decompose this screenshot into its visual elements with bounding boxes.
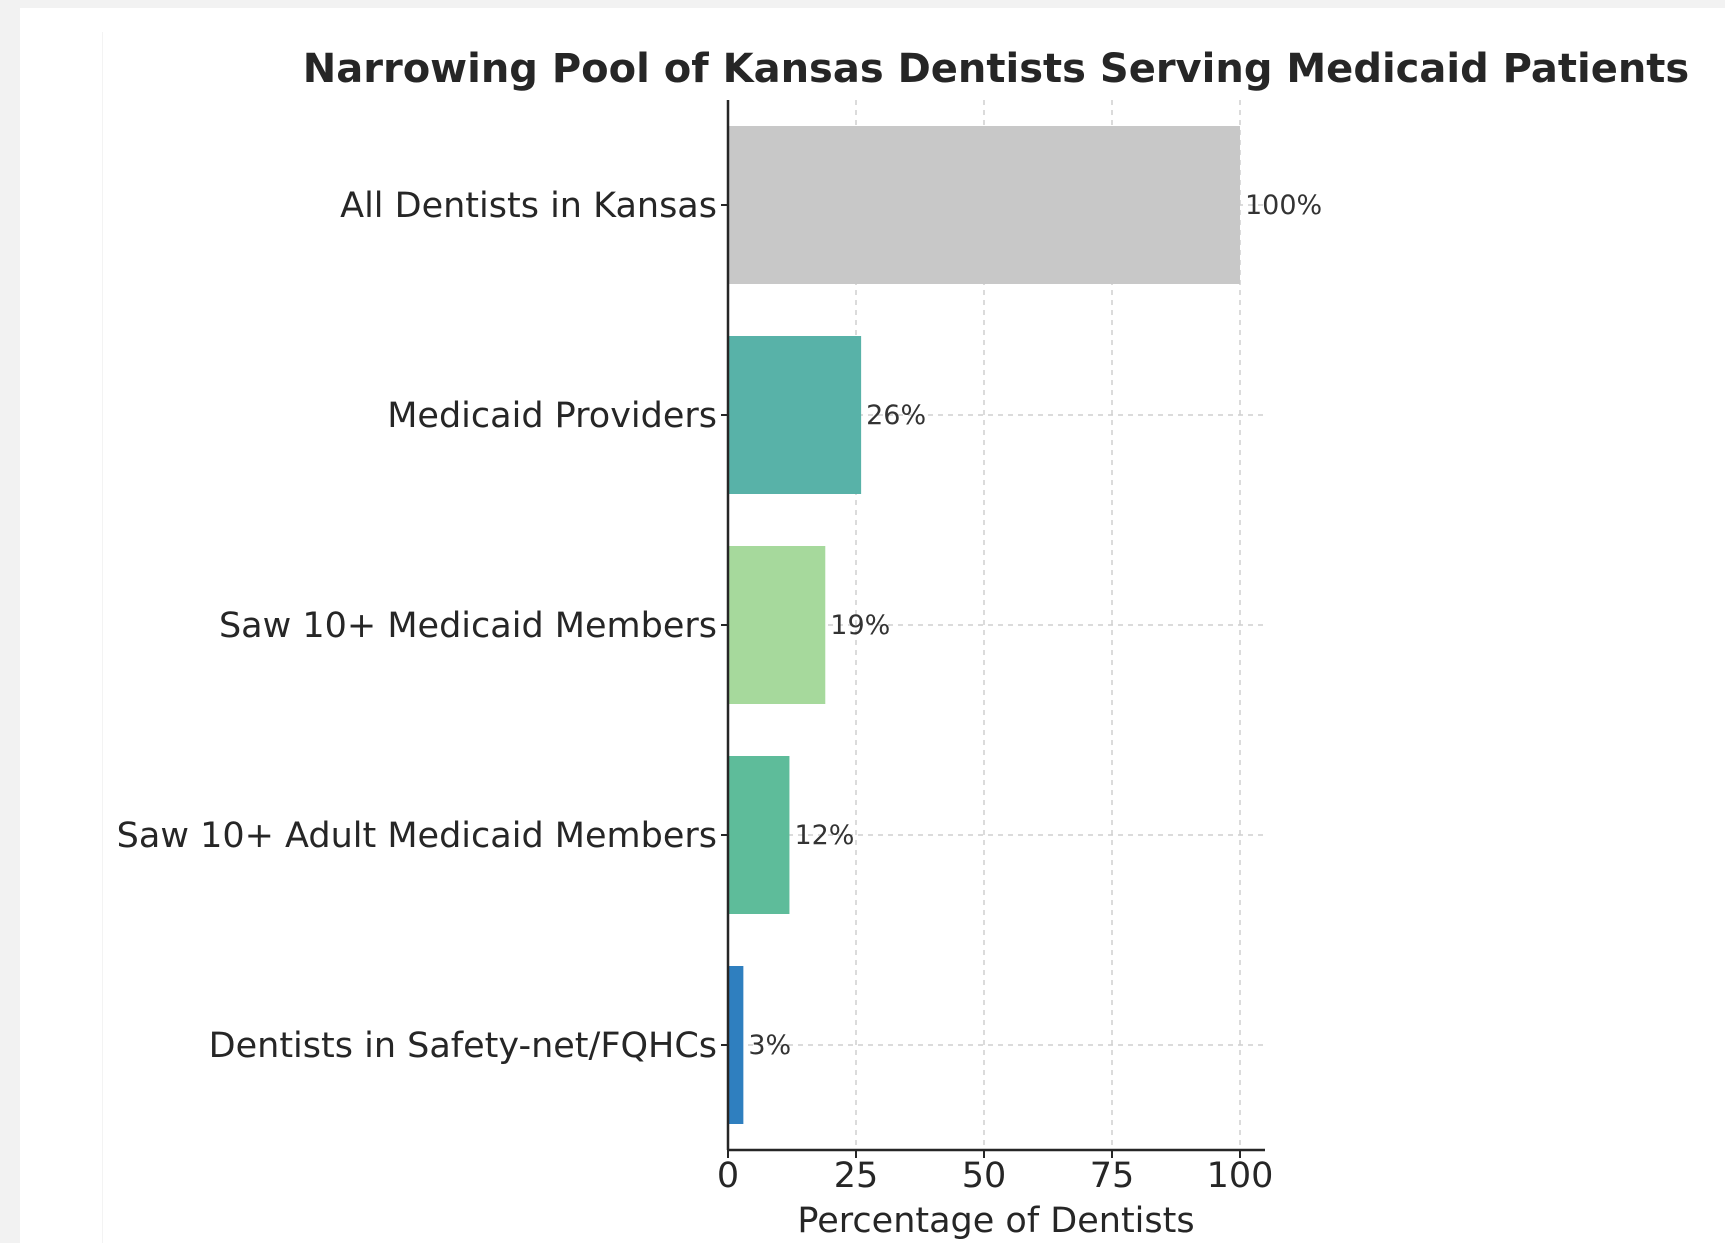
chart-title: Narrowing Pool of Kansas Dentists Servin…	[303, 46, 1689, 92]
data-label-1: 26%	[866, 400, 926, 431]
category-label-0: All Dentists in Kansas	[340, 186, 717, 226]
data-label-4: 3%	[748, 1030, 791, 1061]
data-label-0: 100%	[1245, 190, 1322, 221]
category-label-2: Saw 10+ Medicaid Members	[219, 606, 717, 646]
category-label-4: Dentists in Safety-net/FQHCs	[209, 1026, 717, 1066]
x-axis-label: Percentage of Dentists	[797, 1201, 1194, 1241]
data-label-2: 19%	[830, 610, 890, 641]
x-tick-label-4: 100	[1207, 1156, 1274, 1196]
x-tick-label-0: 0	[717, 1156, 739, 1196]
category-labels: All Dentists in Kansas Medicaid Providers…	[117, 186, 717, 1066]
x-tick-labels: 0 25 50 75 100	[717, 1156, 1274, 1196]
bar-1	[728, 336, 862, 494]
bar-3	[728, 756, 790, 914]
data-labels: 100% 26% 19% 12% 3%	[748, 190, 1322, 1061]
bars	[728, 126, 1240, 1124]
category-label-3: Saw 10+ Adult Medicaid Members	[117, 816, 717, 856]
category-label-1: Medicaid Providers	[387, 396, 717, 436]
axes	[721, 100, 1265, 1158]
bar-4	[728, 966, 744, 1124]
bar-2	[728, 546, 826, 704]
figure-edge	[102, 32, 103, 1243]
data-label-3: 12%	[794, 820, 854, 851]
x-tick-label-1: 25	[834, 1156, 879, 1196]
bar-0	[728, 126, 1240, 284]
x-tick-label-3: 75	[1090, 1156, 1135, 1196]
x-tick-label-2: 50	[962, 1156, 1007, 1196]
